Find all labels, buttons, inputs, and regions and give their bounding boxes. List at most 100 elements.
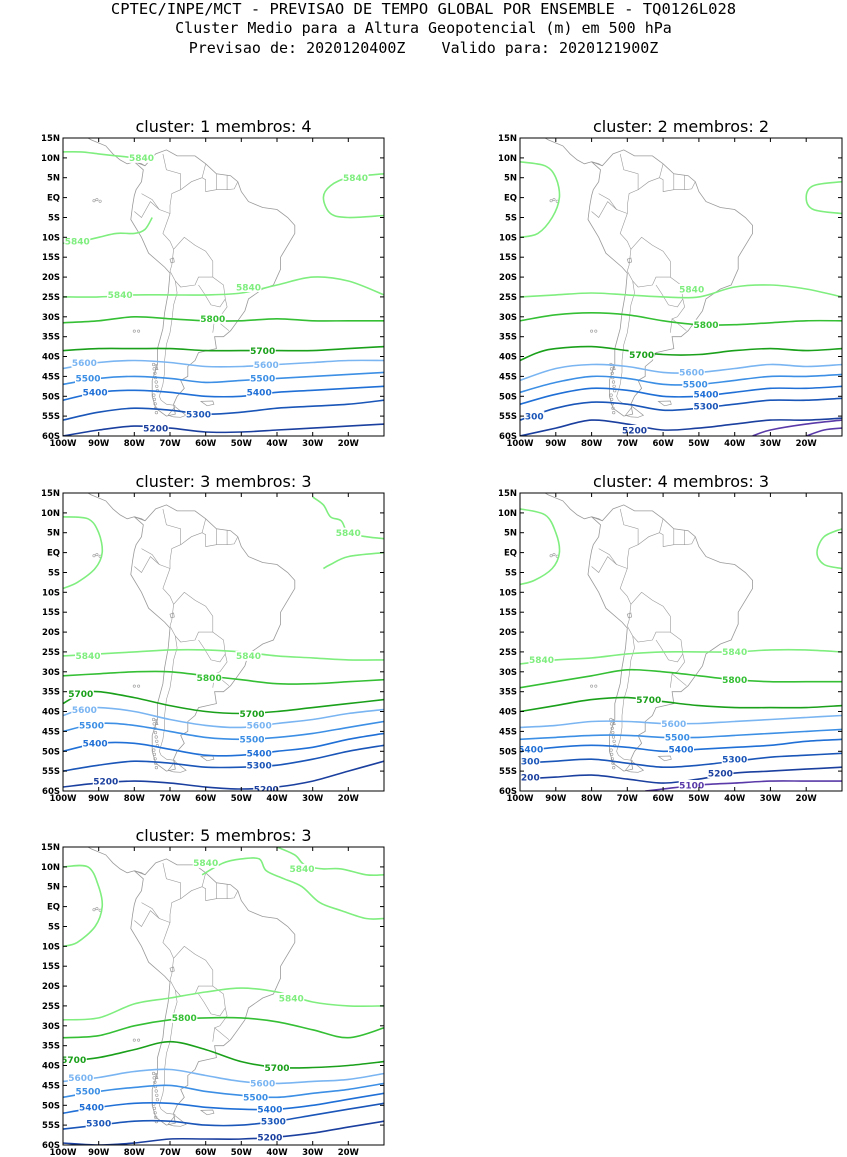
contour-label-bg [249, 373, 276, 384]
contour-label: 5300 [261, 1118, 286, 1128]
contour-label: 300 [525, 412, 544, 422]
panel-title: cluster: 3 membros: 3 [135, 472, 311, 491]
contour-label: 5840 [722, 648, 747, 658]
lat-tick-label: 15N [498, 489, 517, 499]
country-border [162, 213, 174, 272]
country-border [619, 568, 632, 627]
contour-label-bg [335, 527, 362, 538]
lat-tick-label: 15N [41, 134, 60, 144]
contour-5840 [201, 857, 384, 920]
lat-tick-label: 30S [42, 668, 60, 678]
contour-label: 5300 [247, 762, 272, 772]
lat-tick-label: 55S [42, 412, 60, 422]
lat-tick-label: 50S [499, 747, 517, 757]
contour-label-bg [721, 646, 748, 657]
island-outline [167, 406, 187, 418]
contour-5300 [63, 1102, 384, 1130]
lon-tick-label: 30W [760, 439, 782, 449]
country-border [598, 508, 639, 569]
contour-label-bg [192, 857, 219, 868]
lat-tick-label: 60S [42, 787, 60, 797]
island-outline [169, 257, 175, 264]
fjord-island [611, 406, 615, 410]
lon-tick-label: 20W [338, 794, 360, 804]
coastline-central-america [87, 847, 146, 876]
country-border [214, 1007, 230, 1040]
coastline-south-america [130, 858, 296, 1126]
small-island [590, 329, 594, 333]
country-border [598, 153, 639, 214]
contour-label-bg [246, 760, 273, 771]
country-border [637, 532, 660, 545]
contour-label-bg [520, 756, 541, 767]
coastline-yucatan [122, 847, 124, 848]
fjord-island [154, 411, 158, 415]
country-border [141, 508, 181, 569]
country-border [630, 591, 671, 643]
lon-tick-label: 40W [266, 1148, 288, 1157]
lon-tick-label: 30W [760, 794, 782, 804]
lat-tick-label: 10S [499, 588, 517, 598]
contour-label: 5400 [247, 750, 272, 760]
lon-tick-label: 60W [195, 439, 217, 449]
lat-tick-label: 10N [41, 154, 60, 164]
fjord-island [609, 748, 613, 752]
fjord-island [153, 402, 157, 406]
small-island [137, 684, 141, 688]
lat-tick-label: 40S [42, 708, 60, 718]
lat-tick-label: 15N [41, 843, 60, 853]
lat-tick-label: 50S [42, 747, 60, 757]
contour-label: 5200 [93, 777, 118, 787]
island-outline [626, 257, 633, 264]
contour-label-bg [67, 1072, 94, 1083]
contour-label: 5800 [693, 321, 718, 331]
contour-label: 5700 [250, 347, 275, 357]
lon-tick-label: 90W [545, 439, 567, 449]
lat-tick-label: 20S [42, 628, 60, 638]
fjord-island [611, 735, 616, 739]
small-island [95, 907, 99, 911]
contour-label: 5700 [264, 1064, 289, 1074]
contour-label: 5400 [247, 389, 272, 399]
contour-label-bg [199, 313, 226, 324]
figure-subtitle: Cluster Medio para a Altura Geopotencial… [175, 19, 672, 37]
contour-label: 5840 [65, 238, 90, 248]
contour-label-bg [253, 784, 280, 791]
contour-label-bg [71, 704, 98, 715]
contour-label-bg [289, 863, 315, 874]
lon-tick-label: 90W [88, 439, 110, 449]
small-island [549, 554, 553, 558]
contour-label-bg [63, 1054, 87, 1065]
lat-tick-label: 10S [42, 942, 60, 952]
country-border [659, 518, 696, 547]
contour-label: 5800 [172, 1014, 197, 1024]
country-border [173, 236, 214, 288]
contour-label-bg [678, 367, 705, 378]
fjord-island [154, 735, 158, 739]
panel-frame [62, 492, 385, 792]
contour-label-bg [678, 780, 705, 790]
contour-label-bg [693, 389, 719, 400]
fjord-island [155, 1093, 159, 1097]
contour-5400 [520, 385, 842, 405]
lon-tick-label: 100W [506, 794, 534, 804]
fjord-island [154, 1089, 158, 1093]
contour-label: 5200 [143, 424, 168, 434]
contour-label-bg [107, 289, 134, 300]
lon-tick-label: 80W [124, 439, 146, 449]
contour-label-bg [253, 359, 280, 370]
lat-tick-label: 20S [42, 273, 60, 283]
contour-label-bg [75, 650, 101, 661]
lon-tick-label: 30W [302, 794, 324, 804]
country-border [630, 236, 671, 288]
fjord-island [152, 393, 156, 397]
contour-label-bg [256, 1132, 283, 1143]
country-border [141, 153, 181, 214]
lat-tick-label: 45S [499, 372, 517, 382]
lat-tick-label: 15S [42, 962, 60, 972]
contour-5840 [312, 496, 384, 540]
lat-tick-label: 25S [499, 648, 517, 658]
coastline-south-america [130, 504, 296, 772]
contour-label-bg [621, 425, 648, 435]
contour-label-bg [185, 409, 212, 420]
